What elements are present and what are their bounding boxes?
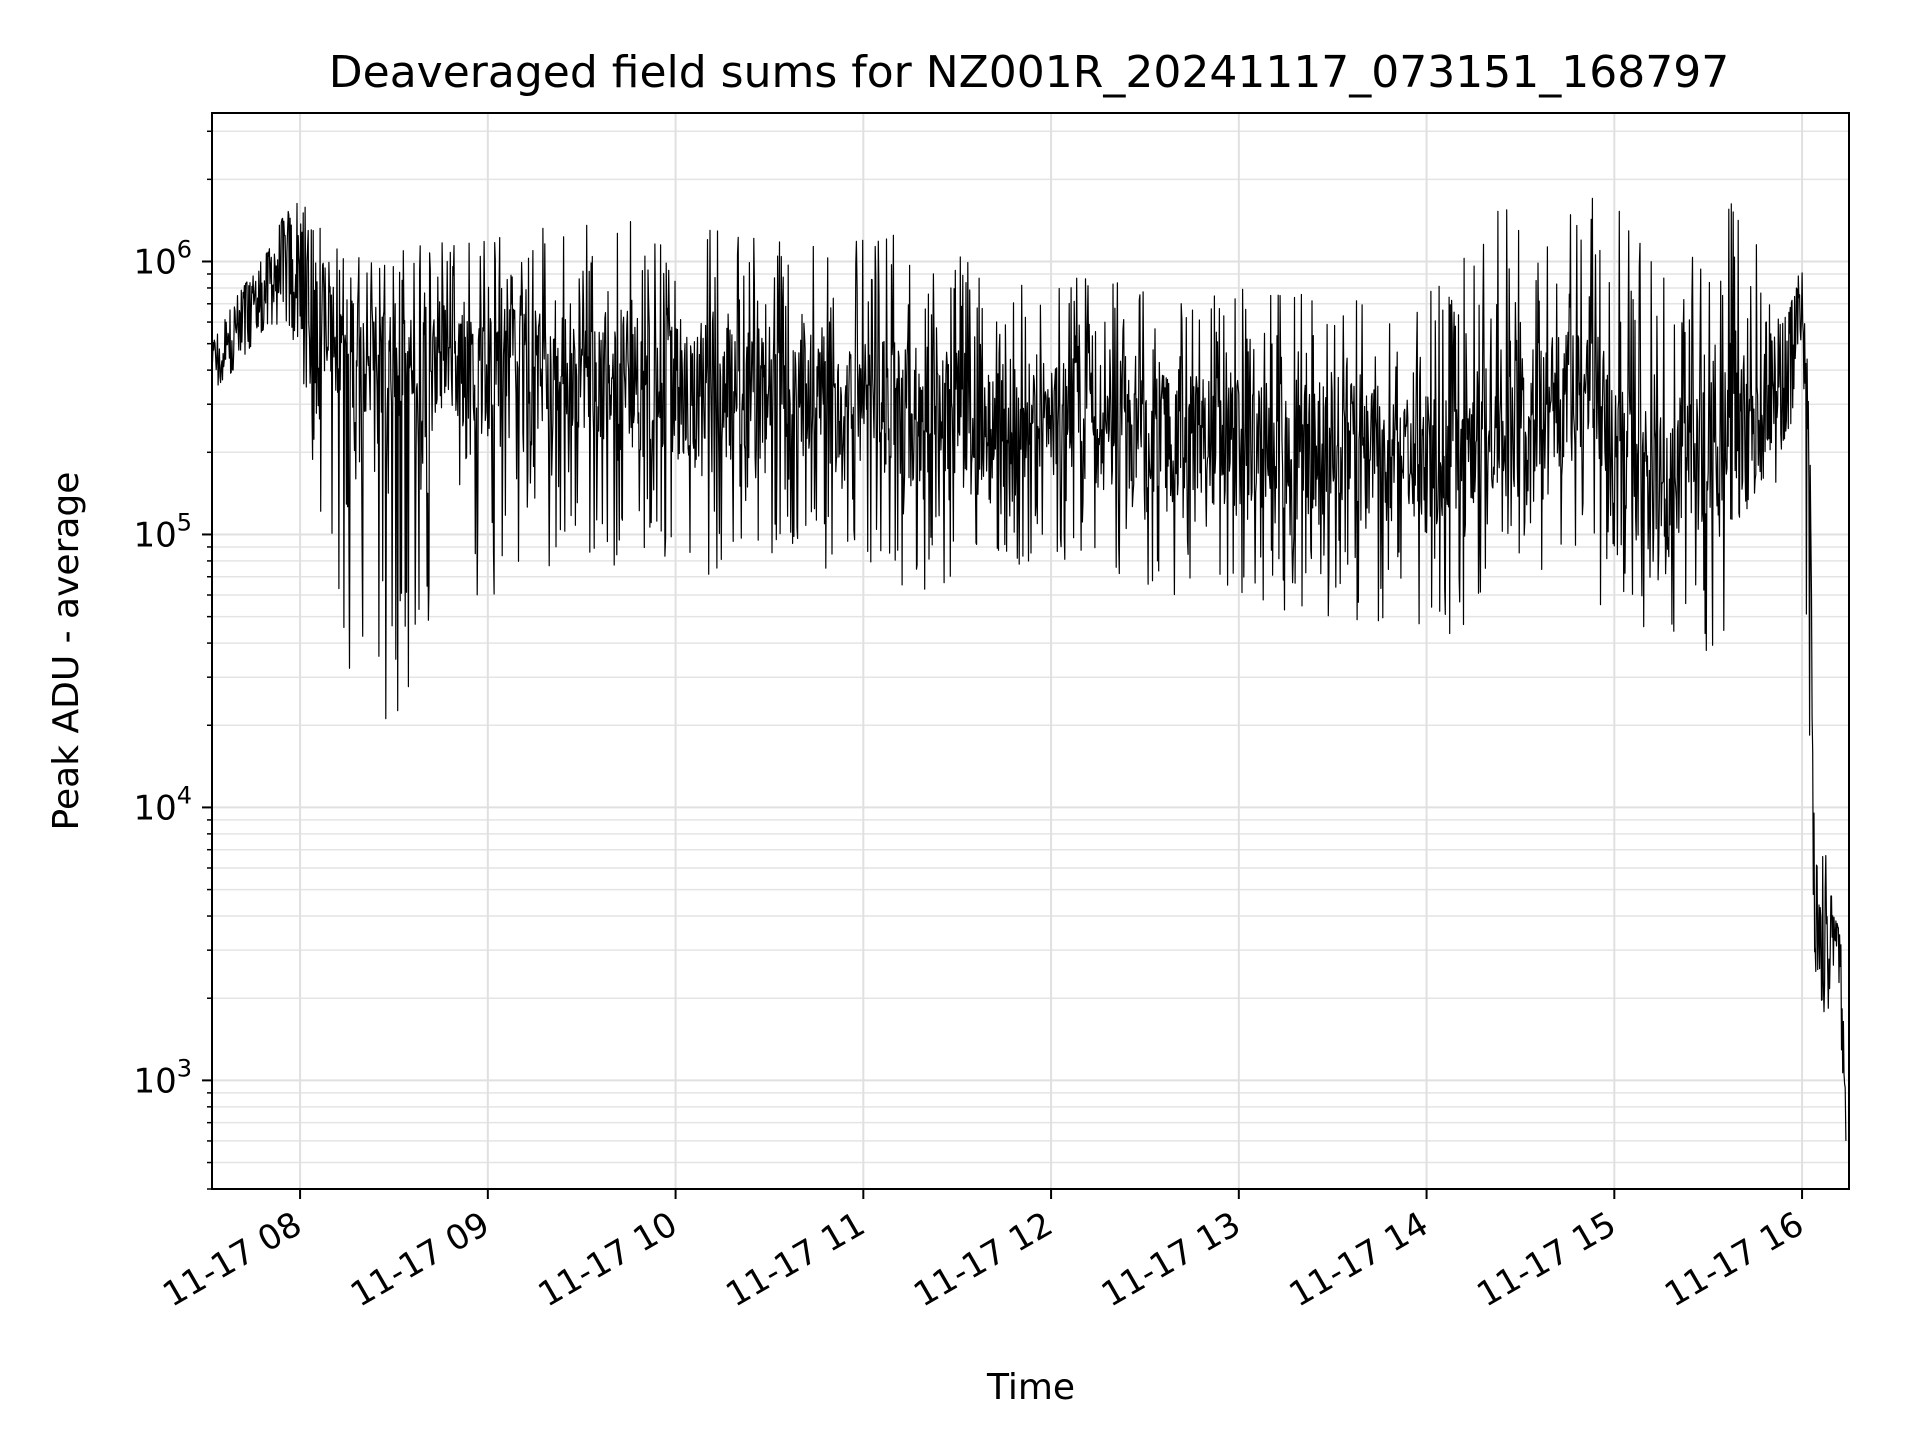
x-tick-label: 11-17 09 (344, 1204, 496, 1315)
x-tick-label: 11-17 15 (1470, 1204, 1622, 1315)
x-tick-label: 11-17 12 (907, 1204, 1059, 1315)
x-tick-label: 11-17 11 (719, 1204, 871, 1315)
y-tick-label: 103 (133, 1054, 192, 1101)
x-tick-label: 11-17 16 (1658, 1204, 1810, 1315)
series-layer (211, 197, 1847, 1141)
grid-layer (212, 113, 1849, 1190)
x-tick-label: 11-17 10 (532, 1204, 684, 1315)
x-axis-label: Time (986, 1367, 1075, 1408)
chart-title: Deaveraged field sums for NZ001R_2024111… (329, 47, 1729, 98)
x-tick-label: 11-17 08 (156, 1204, 308, 1315)
x-tick-label: 11-17 14 (1283, 1204, 1435, 1315)
x-tick-label: 11-17 13 (1095, 1204, 1247, 1315)
y-tick-label: 104 (133, 781, 192, 828)
y-tick-label: 105 (133, 508, 192, 555)
y-axis-label: Peak ADU - average (46, 472, 87, 831)
plot-frame (211, 112, 1850, 1190)
series-line (211, 197, 1847, 1141)
y-tick-label: 106 (133, 236, 192, 283)
